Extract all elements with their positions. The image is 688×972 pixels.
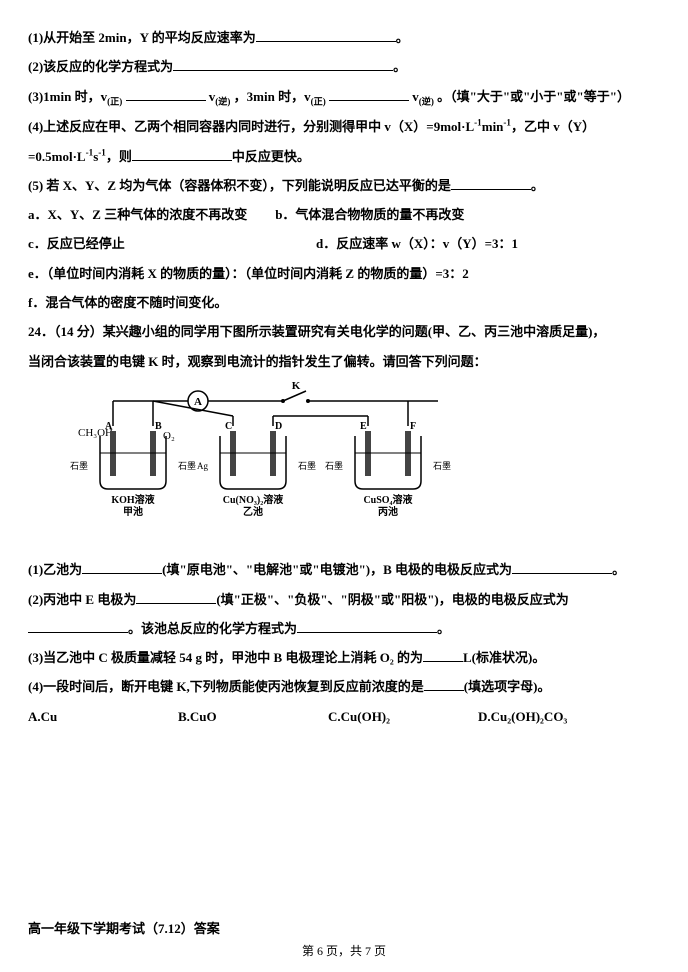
question-24-l1: 24．（14 分）某兴趣小组的同学用下图所示装置研究有关电化学的问题(甲、乙、丙… — [28, 318, 660, 345]
svg-text:O₂: O₂ — [163, 430, 175, 442]
svg-text:A: A — [105, 421, 113, 432]
sq1-blank1 — [82, 561, 162, 574]
sub-q1: (1)乙池为 (填"原电池"、"电解池"或"电镀池")，B 电极的电极反应式为 。 — [28, 556, 660, 583]
sq3b: L(标准状况)。 — [463, 650, 545, 665]
sq1b: (填"原电池"、"电解池"或"电镀池")，B 电极的电极反应式为 — [162, 562, 512, 577]
svg-text:C: C — [225, 421, 232, 432]
page-number: 第 6 页，共 7 页 — [0, 939, 688, 964]
svg-text:CuSO₄溶液: CuSO₄溶液 — [363, 493, 412, 506]
cell-1: CH₃OH A B O₂ 石墨 石墨 KOH溶液 甲池 — [70, 421, 196, 518]
sq3-blank — [423, 649, 463, 662]
opt-c: C.Cu(OH)₂ — [328, 703, 478, 730]
opt-d: D.Cu₂(OH)₂CO₃ — [478, 703, 567, 730]
q5-text: (5) 若 X、Y、Z 均为气体（容器体积不变），下列能说明反应已达平衡的是 — [28, 178, 451, 193]
svg-text:Ag: Ag — [197, 461, 208, 471]
q5e: e．（单位时间内消耗 X 的物质的量）：（单位时间内消耗 Z 的物质的量）=3：… — [28, 260, 660, 287]
sq1-blank2 — [512, 561, 612, 574]
sq3a: (3)当乙池中 C 极质量减轻 54 g 时，甲池中 B 电极理论上消耗 O₂ … — [28, 650, 423, 665]
question-2: (2)该反应的化学方程式为 。 — [28, 53, 660, 80]
q4s1: -1 — [474, 118, 482, 128]
svg-text:石墨: 石墨 — [70, 461, 88, 471]
q3s4: (逆) — [419, 96, 434, 106]
q4a: (4)上述反应在甲、乙两个相同容器内同时进行，分别测得甲中 v（X）=9mol·… — [28, 119, 474, 134]
q1-blank — [256, 29, 396, 42]
svg-text:E: E — [360, 421, 367, 432]
sq4a: (4)一段时间后，断开电键 K,下列物质能使丙池恢复到反应前浓度的是 — [28, 679, 424, 694]
opt-a: A.Cu — [28, 703, 178, 730]
q5a: a．X、Y、Z 三种气体的浓度不再改变 — [28, 201, 247, 228]
sq4-blank — [424, 678, 464, 691]
q1-text: (1)从开始至 2min，Y 的平均反应速率为 — [28, 30, 256, 45]
diagram-svg: A K CH₃OH A B O₂ 石墨 石墨 KOH溶液 甲池 — [58, 381, 478, 541]
question-4-line1: (4)上述反应在甲、乙两个相同容器内同时进行，分别测得甲中 v（X）=9mol·… — [28, 113, 660, 140]
svg-text:石墨: 石墨 — [325, 461, 343, 471]
q5d: d．反应速率 w（X）：v（Y）=3：1 — [316, 230, 518, 257]
sub-q2-l2: 。该池总反应的化学方程式为 。 — [28, 615, 660, 642]
sub-q4-options: A.Cu B.CuO C.Cu(OH)₂ D.Cu₂(OH)₂CO₃ — [28, 703, 660, 730]
sub-q2-l1: (2)丙池中 E 电极为 (填"正极"、"负极"、"阴极"或"阳极")，电极的电极… — [28, 586, 660, 613]
svg-text:甲池: 甲池 — [123, 505, 143, 518]
q3-blank1 — [126, 88, 206, 101]
q4f: ，则 — [106, 149, 132, 164]
sq2b: (填"正极"、"负极"、"阴极"或"阳极")，电极的电极反应式为 — [216, 592, 568, 607]
sq2-blank1 — [136, 591, 216, 604]
question-1: (1)从开始至 2min，Y 的平均反应速率为 。 — [28, 24, 660, 51]
q3s3: (正) — [311, 96, 326, 106]
sq2-blank3 — [297, 620, 437, 633]
sq1-period: 。 — [612, 562, 625, 577]
sq2a: (2)丙池中 E 电极为 — [28, 592, 136, 607]
q5-opts-ab: a．X、Y、Z 三种气体的浓度不再改变 b．气体混合物物质的量不再改变 — [28, 201, 660, 228]
circuit-diagram: A K CH₃OH A B O₂ 石墨 石墨 KOH溶液 甲池 — [58, 381, 660, 550]
sq4b: (填选项字母)。 — [464, 679, 551, 694]
question-4-line2: =0.5mol·L-1s-1，则中反应更快。 — [28, 143, 660, 170]
q4s4: -1 — [98, 147, 106, 157]
svg-text:B: B — [155, 421, 162, 432]
cell-3: E F 石墨 石墨 CuSO₄溶液 丙池 — [325, 421, 451, 518]
question-24-l2: 当闭合该装置的电键 K 时，观察到电流计的指针发生了偏转。请回答下列问题： — [28, 348, 660, 375]
svg-text:乙池: 乙池 — [243, 505, 263, 518]
q3a: (3)1min 时，v — [28, 89, 107, 104]
q3-blank2 — [329, 88, 409, 101]
q4b: min — [482, 119, 504, 134]
svg-text:KOH溶液: KOH溶液 — [111, 493, 154, 506]
q5b: b．气体混合物物质的量不再改变 — [275, 201, 464, 228]
q3s1: (正) — [107, 96, 122, 106]
question-3: (3)1min 时，v(正) v(逆) ，3min 时，v(正) v(逆) 。（… — [28, 83, 660, 112]
q2-blank — [173, 58, 393, 71]
ammeter-label: A — [194, 396, 202, 408]
sub-q3: (3)当乙池中 C 极质量减轻 54 g 时，甲池中 B 电极理论上消耗 O₂ … — [28, 644, 660, 671]
q5-opts-cd: c．反应已经停止 d．反应速率 w（X）：v（Y）=3：1 — [28, 230, 660, 257]
svg-text:丙池: 丙池 — [378, 505, 398, 518]
sq2-period: 。 — [437, 621, 450, 636]
q4s2: -1 — [503, 118, 511, 128]
q2-period: 。 — [393, 59, 406, 74]
sq1a: (1)乙池为 — [28, 562, 82, 577]
svg-text:Cu(NO₃)₂溶液: Cu(NO₃)₂溶液 — [223, 493, 283, 506]
switch-label: K — [292, 381, 301, 392]
q4g: 中反应更快。 — [232, 149, 310, 164]
svg-text:石墨: 石墨 — [178, 461, 196, 471]
question-5: (5) 若 X、Y、Z 均为气体（容器体积不变），下列能说明反应已达平衡的是 。 — [28, 172, 660, 199]
svg-text:石墨: 石墨 — [298, 461, 316, 471]
q4c: ，乙中 v（Y） — [511, 119, 595, 134]
q5-period: 。 — [531, 178, 544, 193]
q5f: f．混合气体的密度不随时间变化。 — [28, 289, 660, 316]
sq2c: 。该池总反应的化学方程式为 — [128, 621, 297, 636]
q4-blank — [132, 148, 232, 161]
cell-2: C D Ag 石墨 Cu(NO₃)₂溶液 乙池 — [197, 421, 316, 518]
q3e: 。（填"大于"或"小于"或"等于"） — [437, 89, 630, 104]
q3c: ，3min 时，v — [234, 89, 311, 104]
q4d: =0.5mol·L — [28, 149, 86, 164]
q3s2: (逆) — [215, 96, 230, 106]
svg-text:F: F — [410, 421, 416, 432]
svg-text:D: D — [275, 421, 282, 432]
q1-period: 。 — [396, 30, 409, 45]
q2-text: (2)该反应的化学方程式为 — [28, 59, 173, 74]
opt-b: B.CuO — [178, 703, 328, 730]
q5c: c．反应已经停止 — [28, 230, 288, 257]
sub-q4: (4)一段时间后，断开电键 K,下列物质能使丙池恢复到反应前浓度的是 (填选项字母… — [28, 673, 660, 700]
sq2-blank2 — [28, 620, 128, 633]
q5-blank — [451, 177, 531, 190]
svg-text:石墨: 石墨 — [433, 461, 451, 471]
